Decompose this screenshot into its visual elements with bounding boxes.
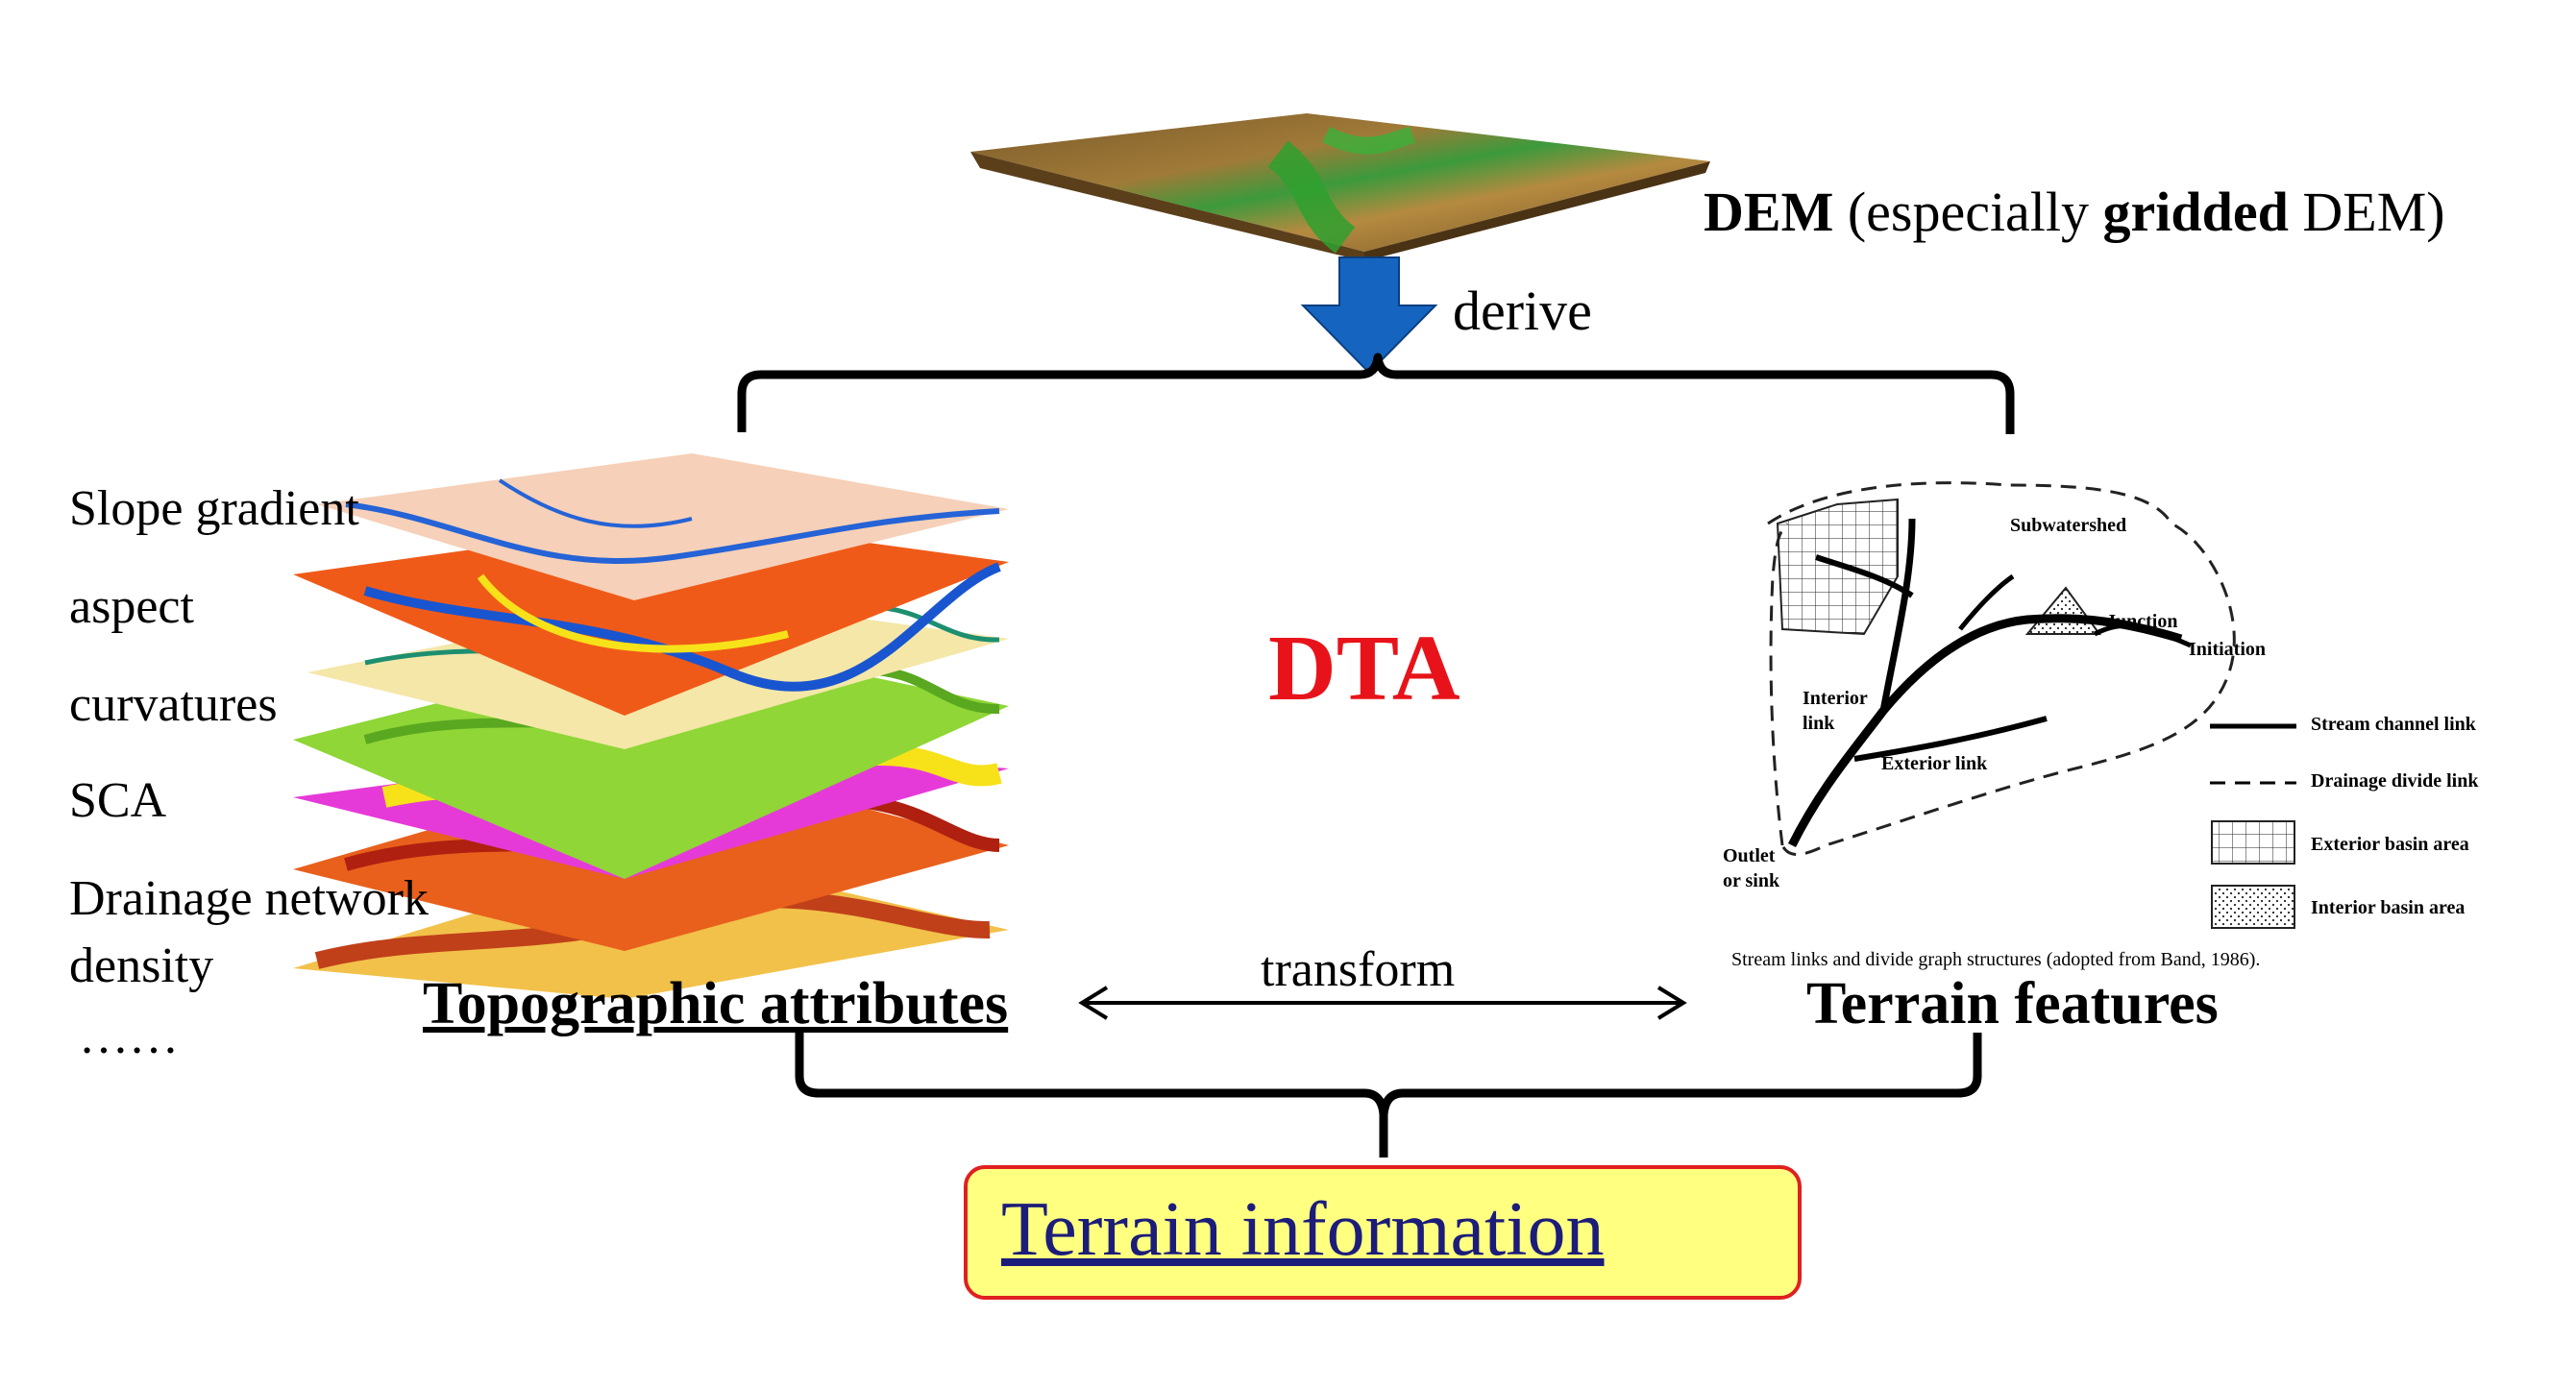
dem-label: DEM (especially gridded DEM) [1704,180,2445,244]
topographic-attributes-label: Topographic attributes [423,971,1009,1036]
attribute-sca: SCA [69,773,167,828]
attribute-density: density [69,938,214,993]
label-interior-1: Interior [1803,688,1868,709]
legend-exterior-label: Exterior basin area [2311,834,2469,855]
label-outlet-1: Outlet [1723,845,1776,866]
attribute-ellipsis: …… [79,1010,179,1064]
bottom-bracket [795,1033,1982,1158]
attribute-aspect: aspect [69,579,194,634]
dem-gridded: gridded [2102,181,2289,243]
attribute-layers-stack [293,453,1009,999]
terrain-info-box [964,1165,1802,1300]
label-interior-2: link [1803,713,1835,734]
terrain-information-label: Terrain information [1001,1187,1605,1272]
dem-closing: DEM) [2288,181,2445,243]
top-bracket [737,353,2015,434]
attribute-curvatures: curvatures [69,677,278,732]
label-junction: Junction [2106,611,2178,632]
transform-label: transform [1261,942,1456,997]
legend-exterior-swatch [2211,820,2295,865]
label-outlet-2: or sink [1723,870,1780,891]
dem-terrain-image [970,113,1710,261]
stream-link-diagram [1767,481,2296,929]
transform-arrow [1078,986,1687,1020]
legend-interior-label: Interior basin area [2311,897,2466,918]
legend-stream-label: Stream channel link [2311,714,2476,735]
dem-word: DEM [1704,181,1834,243]
legend-divide-label: Drainage divide link [2311,770,2479,792]
attribute-slope: Slope gradient [69,481,359,536]
label-subwatershed: Subwatershed [2010,515,2127,536]
dem-especially: (especially [1833,181,2103,243]
band-caption: Stream links and divide graph structures… [1731,949,2261,970]
legend-interior-swatch [2211,885,2295,929]
label-exterior-link: Exterior link [1881,753,1988,774]
dta-title: DTA [1268,617,1460,720]
derive-label: derive [1453,280,1592,342]
label-initiation: Initiation [2189,639,2267,660]
derive-arrow [1300,256,1438,375]
attribute-drainage: Drainage network [69,871,429,926]
terrain-features-label: Terrain features [1806,971,2219,1036]
